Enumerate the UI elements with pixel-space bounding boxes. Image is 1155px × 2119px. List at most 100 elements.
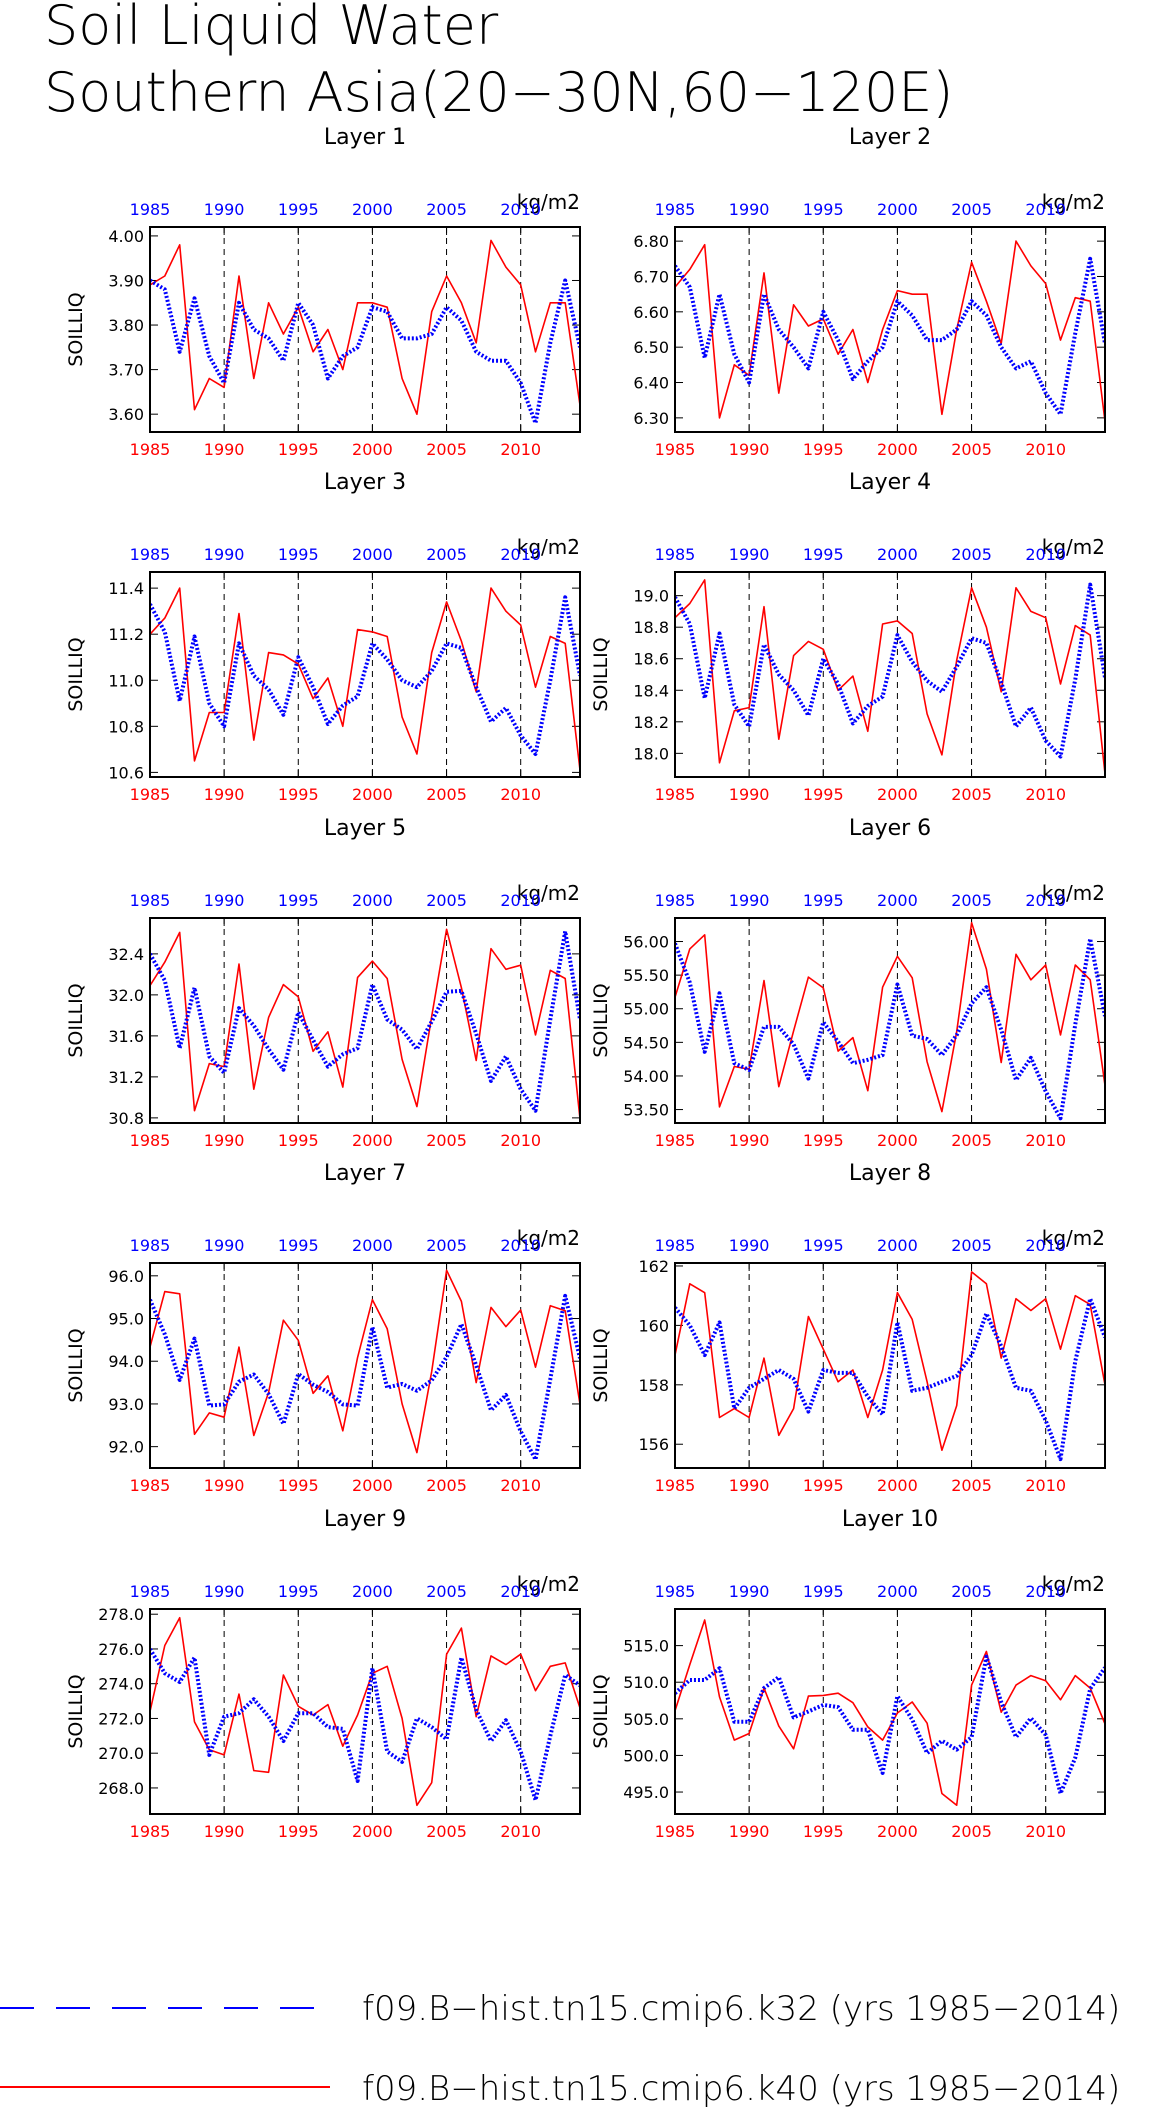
y-tick-label: 92.0 (108, 1438, 144, 1457)
x-tick-label-bottom: 1985 (130, 785, 171, 804)
x-tick-label-bottom: 2000 (877, 1131, 918, 1150)
x-tick-label-bottom: 2010 (500, 1476, 541, 1495)
x-tick-label-top: 2010 (1025, 1236, 1066, 1255)
x-tick-label-bottom: 1990 (204, 1476, 245, 1495)
y-axis-label: SOILLIQ (65, 637, 87, 711)
x-tick-label-bottom: 1985 (130, 1822, 171, 1841)
units-label: kg/m2 (517, 1572, 580, 1596)
units-label: kg/m2 (1042, 881, 1105, 905)
x-tick-label-bottom: 1990 (204, 785, 245, 804)
y-tick-label: 54.00 (623, 1067, 669, 1086)
x-tick-label-top: 2005 (951, 1236, 992, 1255)
x-tick-label-bottom: 2010 (500, 1131, 541, 1150)
x-tick-label-top: 2005 (426, 545, 467, 564)
y-tick-label: 32.4 (108, 945, 144, 964)
x-tick-label-bottom: 2000 (877, 1822, 918, 1841)
y-tick-label: 6.60 (633, 303, 669, 322)
x-tick-label-top: 1995 (278, 200, 319, 219)
x-tick-label-bottom: 1995 (803, 440, 844, 459)
series-line-blue (675, 582, 1105, 759)
y-axis-label: SOILLIQ (590, 1328, 612, 1402)
x-tick-label-top: 2005 (951, 891, 992, 910)
plot-frame (674, 226, 1106, 433)
x-tick-label-top: 2005 (426, 1236, 467, 1255)
x-tick-label-top: 1990 (204, 1236, 245, 1255)
x-tick-label-top: 2005 (951, 200, 992, 219)
x-tick-label-top: 2000 (352, 891, 393, 910)
x-tick-label-top: 1985 (655, 1236, 696, 1255)
panel-title: Layer 3 (324, 470, 406, 495)
x-tick-label-top: 1985 (655, 200, 696, 219)
x-tick-label-bottom: 2010 (1025, 440, 1066, 459)
x-tick-label-bottom: 2000 (877, 1476, 918, 1495)
x-tick-label-bottom: 2000 (352, 785, 393, 804)
x-tick-label-top: 2000 (352, 1236, 393, 1255)
x-tick-label-bottom: 1995 (278, 1131, 319, 1150)
x-tick-label-top: 1990 (204, 891, 245, 910)
x-tick-label-bottom: 1985 (130, 440, 171, 459)
x-tick-label-bottom: 1985 (655, 1822, 696, 1841)
plot-frame (674, 571, 1106, 778)
x-tick-label-bottom: 1985 (655, 1131, 696, 1150)
x-tick-label-bottom: 2000 (352, 1822, 393, 1841)
x-tick-label-bottom: 1995 (278, 440, 319, 459)
series-line-red (675, 1271, 1105, 1451)
x-tick-label-top: 2000 (352, 545, 393, 564)
x-tick-label-top: 2005 (951, 545, 992, 564)
x-tick-label-bottom: 2005 (426, 1131, 467, 1150)
x-tick-label-bottom: 1995 (803, 1476, 844, 1495)
x-tick-label-bottom: 1995 (278, 1822, 319, 1841)
x-tick-label-bottom: 1995 (278, 1476, 319, 1495)
x-tick-label-bottom: 1990 (204, 1131, 245, 1150)
y-axis-label: SOILLIQ (65, 1674, 87, 1748)
series-line-red (150, 1269, 580, 1454)
x-tick-label-top: 1985 (130, 200, 171, 219)
y-tick-label: 56.00 (623, 933, 669, 952)
panel-title: Layer 6 (849, 816, 931, 841)
y-tick-label: 500.0 (623, 1746, 669, 1765)
series-line-red (150, 1616, 580, 1807)
panel-layer-10: Layer 10 kg/m2 SOILLIQ 1985 1985 1990 1990 1995… (590, 1507, 1106, 1841)
x-tick-label-bottom: 1995 (278, 785, 319, 804)
y-tick-label: 278.0 (98, 1605, 144, 1624)
x-tick-label-top: 1990 (729, 1582, 770, 1601)
x-tick-label-top: 1995 (803, 1236, 844, 1255)
x-tick-label-top: 1995 (803, 891, 844, 910)
x-tick-label-top: 1990 (204, 545, 245, 564)
x-tick-label-bottom: 2010 (1025, 1131, 1066, 1150)
units-label: kg/m2 (517, 535, 580, 559)
units-label: kg/m2 (1042, 190, 1105, 214)
x-tick-label-bottom: 1990 (729, 1822, 770, 1841)
y-tick-label: 3.60 (108, 405, 144, 424)
y-tick-label: 96.0 (108, 1267, 144, 1286)
y-tick-label: 32.0 (108, 986, 144, 1005)
x-tick-label-top: 2000 (877, 1236, 918, 1255)
x-tick-label-top: 2010 (500, 545, 541, 564)
x-tick-label-top: 1995 (803, 545, 844, 564)
x-tick-label-top: 1985 (130, 1582, 171, 1601)
y-axis-label: SOILLIQ (590, 637, 612, 711)
x-tick-label-top: 2010 (500, 200, 541, 219)
series-line-red (150, 928, 580, 1119)
x-tick-label-bottom: 2005 (426, 785, 467, 804)
plot-frame (149, 1608, 581, 1815)
x-tick-label-bottom: 1995 (803, 1822, 844, 1841)
x-tick-label-bottom: 1985 (655, 785, 696, 804)
plot-frame (149, 1262, 581, 1469)
x-tick-label-top: 1995 (278, 891, 319, 910)
y-axis-label: SOILLIQ (590, 983, 612, 1057)
x-tick-label-top: 2010 (500, 1582, 541, 1601)
x-tick-label-bottom: 1985 (130, 1476, 171, 1495)
units-label: kg/m2 (1042, 535, 1105, 559)
series-line-red (675, 240, 1105, 422)
x-tick-label-top: 1990 (729, 200, 770, 219)
x-tick-label-top: 1985 (130, 891, 171, 910)
y-tick-label: 18.6 (633, 650, 669, 669)
panel-grid: Layer 1 kg/m2 SOILLIQ 1985 1985 1990 1990 1995 1… (65, 125, 1106, 1841)
y-tick-label: 6.80 (633, 232, 669, 251)
y-tick-label: 11.4 (108, 579, 144, 598)
panel-layer-9: Layer 9 kg/m2 SOILLIQ 1985 1985 1990 1990 1995 1… (65, 1507, 581, 1841)
x-tick-label-bottom: 1995 (803, 785, 844, 804)
y-tick-label: 272.0 (98, 1709, 144, 1728)
